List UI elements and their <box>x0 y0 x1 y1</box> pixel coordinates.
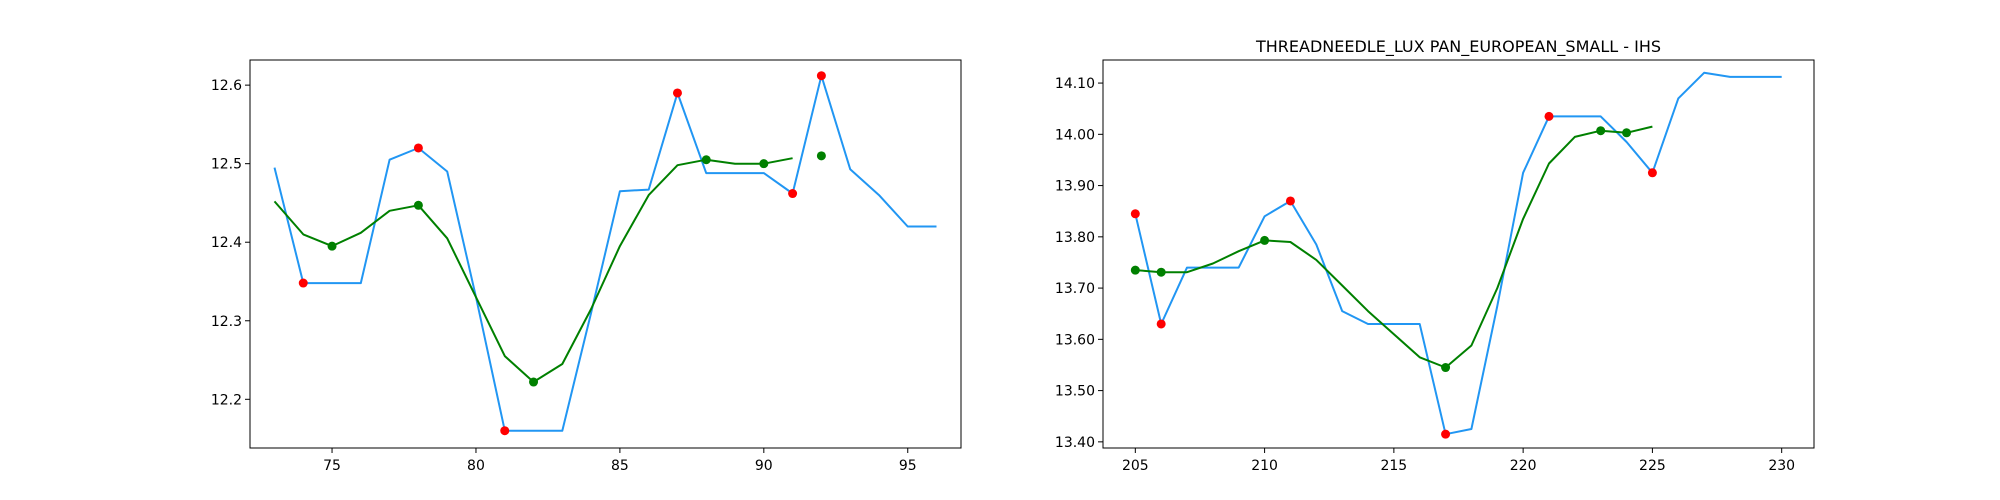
right-x-tick-label: 205 <box>1122 458 1149 474</box>
right-y-tick-label: 13.40 <box>1055 435 1095 451</box>
right-x-tick-label: 220 <box>1510 458 1537 474</box>
right-y-tick-label: 13.60 <box>1055 332 1095 348</box>
right-chart-panel: THREADNEEDLE_LUX PAN_EUROPEAN_SMALL - IH… <box>1055 37 1815 474</box>
left-chart-panel: 75 80 85 90 95 12.2 12.3 12.4 12.5 12.6 <box>211 59 962 474</box>
right-y-tick-label: 13.80 <box>1055 230 1095 246</box>
left-y-tick-label: 12.4 <box>211 235 242 251</box>
right-y-tick-label: 14.00 <box>1055 127 1095 143</box>
left-smooth-point <box>413 200 423 210</box>
right-extrema-point <box>1156 319 1166 329</box>
left-price-line <box>273 74 937 432</box>
right-smooth-line <box>1135 125 1653 369</box>
left-extrema-point <box>500 426 510 436</box>
left-smooth-point <box>759 159 769 169</box>
left-extrema-point <box>816 71 826 81</box>
right-y-axis: 13.40 13.50 13.60 13.70 13.80 13.90 14.00 14.10 <box>1055 76 1103 451</box>
left-x-axis: 75 80 85 90 95 <box>323 448 917 474</box>
right-extrema-point <box>1130 209 1140 219</box>
left-x-tick-label: 75 <box>323 458 341 474</box>
right-x-tick-label: 230 <box>1768 458 1795 474</box>
left-y-tick-label: 12.3 <box>211 314 242 330</box>
right-y-tick-label: 13.90 <box>1055 179 1095 195</box>
right-smooth-point <box>1441 363 1451 373</box>
left-plot-frame <box>249 59 962 449</box>
left-extrema-point <box>413 143 423 153</box>
left-extrema-point <box>672 88 682 98</box>
right-smooth-point <box>1130 265 1140 275</box>
right-smooth-point <box>1156 267 1166 277</box>
right-y-tick-label: 13.50 <box>1055 384 1095 400</box>
left-y-tick-label: 12.5 <box>211 157 242 173</box>
left-series-layer <box>273 71 937 436</box>
left-smooth-point <box>529 377 539 387</box>
left-x-tick-label: 95 <box>899 458 917 474</box>
right-chart-title: THREADNEEDLE_LUX PAN_EUROPEAN_SMALL - IH… <box>1255 37 1661 57</box>
right-x-tick-label: 210 <box>1251 458 1278 474</box>
right-y-tick-label: 14.10 <box>1055 76 1095 92</box>
right-y-tick-label: 13.70 <box>1055 281 1095 297</box>
left-x-tick-label: 80 <box>467 458 485 474</box>
left-extrema-point <box>788 189 798 199</box>
right-x-tick-label: 215 <box>1380 458 1407 474</box>
right-x-tick-label: 225 <box>1639 458 1666 474</box>
right-series-layer <box>1130 71 1782 439</box>
right-price-line <box>1134 71 1782 436</box>
left-smooth-point <box>701 155 711 165</box>
right-smooth-point <box>1260 235 1270 245</box>
right-smooth-point <box>1622 128 1632 138</box>
right-extrema-point <box>1285 196 1295 206</box>
left-x-tick-label: 85 <box>611 458 629 474</box>
right-extrema-point <box>1647 168 1657 178</box>
right-smooth-point <box>1596 126 1606 136</box>
left-y-tick-label: 12.2 <box>211 392 242 408</box>
right-extrema-point <box>1441 429 1451 439</box>
left-x-tick-label: 90 <box>755 458 773 474</box>
right-extrema-point <box>1544 111 1554 121</box>
right-plot-frame <box>1102 59 1815 449</box>
left-y-tick-label: 12.6 <box>211 78 242 94</box>
left-extrema-point <box>298 278 308 288</box>
left-smooth-point <box>327 241 337 251</box>
left-y-axis: 12.2 12.3 12.4 12.5 12.6 <box>211 78 250 408</box>
left-smooth-point <box>816 151 826 161</box>
right-x-axis: 205 210 215 220 225 230 <box>1122 448 1795 474</box>
